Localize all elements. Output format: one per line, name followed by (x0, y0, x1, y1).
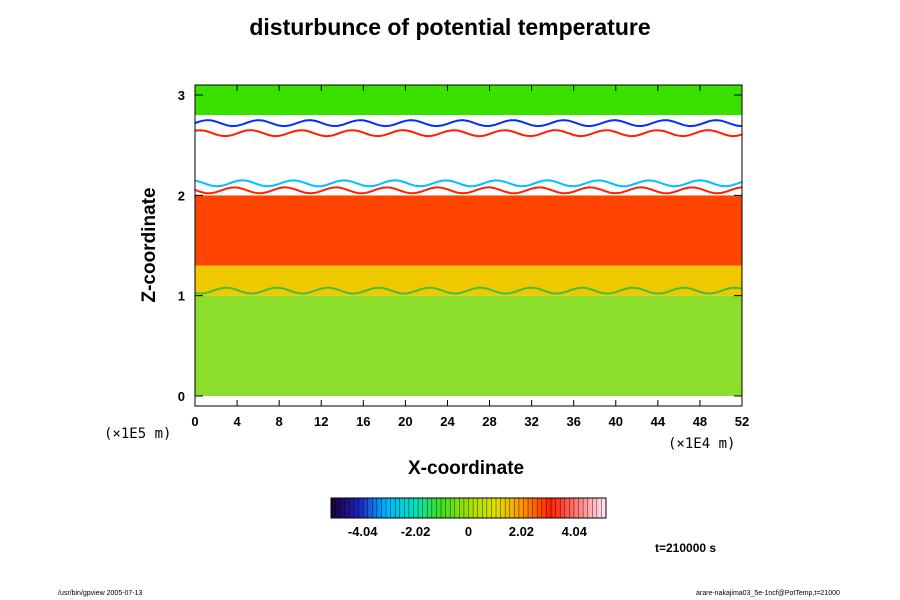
colorbar-tick-label: -4.04 (348, 524, 378, 539)
time-label: t=210000 s (655, 541, 717, 555)
x-tick-label: 32 (524, 414, 538, 429)
plot-frame (194, 84, 743, 407)
x-axis: 0 4 8 12 16 20 24 28 32 36 40 44 48 52 (191, 85, 749, 429)
x-tick-label: 8 (276, 414, 283, 429)
interface-ribbon-4 (195, 286, 742, 295)
y-tick-label: 2 (178, 188, 185, 203)
y-tick-label: 3 (178, 88, 185, 103)
colorbar-tick-label: 0 (465, 524, 472, 539)
interface-ribbon-2 (195, 179, 742, 188)
x-tick-label: 28 (482, 414, 496, 429)
field-layer-2 (195, 195, 742, 266)
x-tick-label: 4 (233, 414, 241, 429)
heatmap-field (195, 85, 742, 396)
interface-ribbon-1 (195, 129, 742, 138)
footer-source: arare-nakajima03_5e-1ncf@PotTemp,t=21000 (696, 590, 840, 597)
y-axis: 0 1 2 3 (178, 88, 742, 404)
y-tick-label: 0 (178, 389, 185, 404)
colorbar: -4.04 -2.02 0 2.02 4.04 (330, 497, 607, 539)
colorbar-tick-label: 4.04 (562, 524, 588, 539)
colorbar-tick-label: -2.02 (401, 524, 431, 539)
x-tick-label: 0 (191, 414, 198, 429)
chart-title: disturbunce of potential temperature (249, 14, 651, 40)
x-tick-label: 20 (398, 414, 412, 429)
x-tick-label: 44 (651, 414, 666, 429)
colorbar-tick-label: 2.02 (509, 524, 534, 539)
z-unit-label: (×1E5 m) (104, 426, 172, 442)
x-tick-label: 48 (693, 414, 707, 429)
x-tick-label: 52 (735, 414, 749, 429)
x-tick-label: 40 (609, 414, 623, 429)
field-layer-4 (195, 85, 742, 116)
x-axis-label: X-coordinate (408, 458, 525, 479)
field-layer-0 (195, 295, 742, 396)
interface-ribbon-3 (195, 186, 742, 195)
y-tick-label: 1 (178, 289, 185, 304)
y-axis-label: Z-coordinate (139, 187, 160, 303)
x-unit-label: (×1E4 m) (668, 436, 736, 452)
footer-command: /usr/bin/gpview 2005-07-13 (58, 590, 143, 597)
interface-ribbon-0 (195, 119, 742, 128)
x-tick-label: 36 (566, 414, 580, 429)
x-tick-label: 24 (440, 414, 455, 429)
x-tick-label: 16 (356, 414, 370, 429)
x-tick-label: 12 (314, 414, 328, 429)
